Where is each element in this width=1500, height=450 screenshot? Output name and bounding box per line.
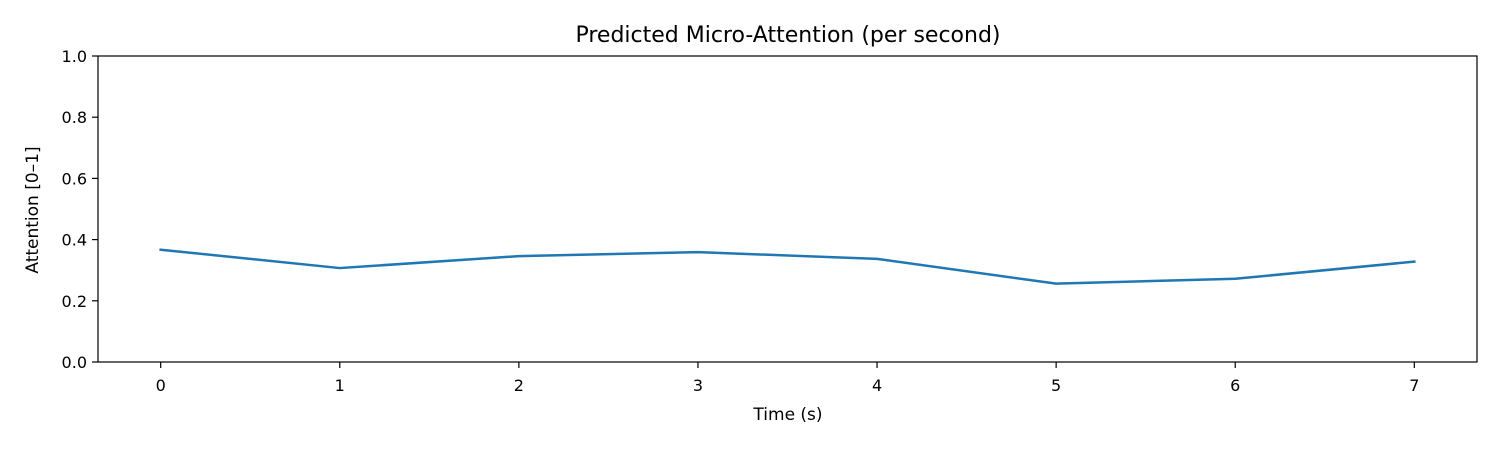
x-tick-label: 5 [1051, 376, 1061, 395]
x-tick-label: 7 [1409, 376, 1419, 395]
plot-area [97, 55, 1478, 363]
x-axis: 0 1 2 3 4 5 6 7 [156, 362, 1419, 395]
x-tick-label: 2 [514, 376, 524, 395]
y-tick-label: 0.0 [62, 353, 87, 372]
axes-frame [97, 55, 1478, 363]
x-tick-label: 1 [335, 376, 345, 395]
y-tick-label: 0.4 [62, 231, 87, 250]
y-axis-label: Attention [0–1] [23, 146, 43, 273]
y-tick-label: 0.2 [62, 292, 87, 311]
y-tick-label: 0.6 [62, 169, 87, 188]
y-tick-label: 0.8 [62, 108, 87, 127]
x-tick-label: 6 [1230, 376, 1240, 395]
x-tick-label: 4 [872, 376, 882, 395]
y-tick-label: 1.0 [62, 47, 87, 66]
series-line-0 [159, 248, 1416, 285]
x-tick-label: 0 [156, 376, 166, 395]
y-axis: 0.0 0.2 0.4 0.6 0.8 1.0 [62, 47, 98, 372]
x-axis-label: Time (s) [752, 405, 822, 425]
x-tick-label: 3 [693, 376, 703, 395]
chart-title: Predicted Micro-Attention (per second) [575, 23, 1000, 48]
